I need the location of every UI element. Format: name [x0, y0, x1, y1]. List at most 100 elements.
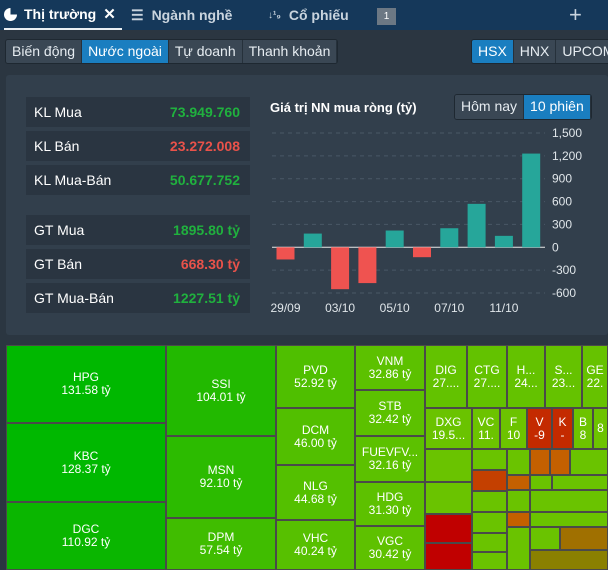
stat-row: KL Mua-Bán 50.677.752 [26, 165, 250, 195]
treemap-tile-small[interactable] [560, 527, 608, 550]
treemap-tile[interactable]: GE 22. [582, 345, 608, 408]
stat-label: GT Mua-Bán [34, 290, 114, 306]
view-tu-doanh[interactable]: Tự doanh [168, 40, 243, 63]
tile-symbol: STB [378, 399, 402, 413]
treemap-tile-small[interactable] [425, 514, 472, 543]
treemap-tile[interactable]: DXG 19.5... [425, 408, 472, 449]
treemap-tile[interactable]: VGC 30.42 tỷ [355, 526, 425, 570]
stat-label: KL Bán [34, 138, 80, 154]
stat-value: 23.272.008 [169, 138, 240, 154]
treemap-tile[interactable]: FUEVFV... 32.16 tỷ [355, 436, 425, 482]
treemap-tile[interactable]: S... 23... [545, 345, 582, 408]
treemap-tile-small[interactable] [530, 449, 550, 475]
treemap-tile-small[interactable] [530, 550, 608, 570]
treemap-tile-small[interactable] [530, 527, 560, 550]
exchange-hnx[interactable]: HNX [513, 40, 557, 63]
treemap-tile[interactable]: NLG 44.68 tỷ [276, 465, 355, 520]
treemap-tile[interactable]: SSI 104.01 tỷ [166, 345, 276, 436]
tile-symbol: VHC [302, 531, 329, 545]
tab-bar: Thị trường ✕ ☰ Ngành nghề ↓¹₉ Cổ phiếu 1… [0, 0, 608, 30]
stat-value: 50.677.752 [169, 172, 240, 188]
close-icon[interactable]: ✕ [103, 6, 116, 23]
tile-value: 131.58 tỷ [61, 383, 111, 397]
tile-symbol: SSI [211, 376, 231, 391]
x-tick-label: 11/10 [489, 301, 518, 315]
treemap-tile[interactable]: H... 24... [507, 345, 545, 408]
tile-symbol: DCM [301, 422, 330, 437]
treemap-tile[interactable]: HPG 131.58 tỷ [6, 345, 166, 423]
treemap-tile-small[interactable] [507, 512, 530, 527]
treemap-tile-small[interactable] [425, 449, 472, 482]
bar-10/10 [467, 203, 486, 248]
view-nuoc-ngoai[interactable]: Nước ngoài [82, 40, 169, 63]
treemap-tile-small[interactable] [507, 490, 530, 512]
treemap-tile[interactable]: DCM 46.00 tỷ [276, 408, 355, 465]
view-thanh-khoan[interactable]: Thanh khoản [242, 40, 338, 63]
treemap-tile-small[interactable] [425, 482, 472, 514]
treemap-tile[interactable]: F 10 [500, 408, 527, 449]
treemap-tile-small[interactable] [472, 533, 507, 552]
bar-07/10 [440, 228, 459, 248]
treemap-tile[interactable]: KBC 128.37 tỷ [6, 423, 166, 502]
treemap-tile-small[interactable] [507, 449, 530, 475]
treemap-tile[interactable]: VNM 32.86 tỷ [355, 345, 425, 390]
add-tab-icon[interactable]: + [569, 2, 582, 27]
treemap-tile-small[interactable] [550, 449, 570, 475]
treemap-tile[interactable]: PVD 52.92 tỷ [276, 345, 355, 408]
treemap-tile[interactable]: V -9 [527, 408, 552, 449]
tile-symbol: GE [586, 362, 604, 377]
tab-count-badge[interactable]: 1 [377, 8, 396, 25]
stat-value: 668.30 tỷ [180, 256, 240, 272]
y-tick-label: 0 [552, 240, 559, 254]
treemap-tile[interactable]: VHC 40.24 tỷ [276, 520, 355, 570]
treemap-tile-small[interactable] [472, 552, 507, 570]
period-switcher: Hôm nay 10 phiên [454, 94, 592, 120]
treemap-tile-small[interactable] [507, 475, 530, 490]
period-today[interactable]: Hôm nay [455, 95, 525, 119]
treemap-tile-small[interactable] [425, 543, 472, 570]
view-bien-dong[interactable]: Biến động [6, 40, 83, 63]
treemap-tile-small[interactable] [530, 490, 608, 512]
y-tick-label: -600 [552, 286, 576, 300]
tile-symbol: H... [516, 362, 536, 377]
exchange-upcom[interactable]: UPCOM [556, 40, 608, 63]
tab-nganh-nghe[interactable]: ☰ Ngành nghề [131, 0, 232, 30]
tab-thi-truong[interactable]: Thị trường ✕ [4, 0, 122, 30]
treemap-tile[interactable]: MSN 92.10 tỷ [166, 436, 276, 518]
treemap-tile[interactable]: DGC 110.92 tỷ [6, 502, 166, 570]
treemap-tile-small[interactable] [472, 491, 507, 512]
tab-label: Cổ phiếu [288, 7, 349, 23]
stat-label: GT Bán [34, 256, 82, 272]
treemap-tile-small[interactable] [530, 475, 552, 490]
tile-value: 8 [597, 421, 604, 435]
treemap-tile[interactable]: VC 11. [472, 408, 500, 449]
treemap-tile-small[interactable] [570, 449, 608, 475]
treemap-tile[interactable]: CTG 27.... [467, 345, 507, 408]
tile-value: 11. [478, 427, 494, 442]
treemap-tile-small[interactable] [472, 512, 507, 533]
treemap-tile-small[interactable] [472, 449, 507, 470]
tile-symbol: DXG [435, 414, 462, 429]
tile-value: 104.01 tỷ [196, 389, 246, 404]
tile-value: 57.54 tỷ [199, 543, 243, 557]
treemap-tile[interactable]: DPM 57.54 tỷ [166, 518, 276, 570]
treemap-tile-small[interactable] [472, 470, 507, 491]
tile-value: 27.... [432, 375, 460, 390]
stat-row: GT Mua 1895.80 tỷ [26, 215, 250, 245]
treemap-tile-small[interactable] [552, 475, 608, 490]
treemap-tile-small[interactable] [507, 527, 530, 570]
period-10-sessions[interactable]: 10 phiên [524, 95, 591, 119]
treemap-tile[interactable]: K- [552, 408, 573, 449]
treemap-tile[interactable]: STB 32.42 tỷ [355, 390, 425, 436]
treemap-tile[interactable]: HDG 31.30 tỷ [355, 482, 425, 526]
stat-value: 1895.80 tỷ [173, 222, 240, 238]
tile-symbol: FUEVFV... [361, 445, 419, 459]
tile-value: 110.92 tỷ [61, 535, 111, 549]
tile-symbol: MSN [207, 463, 235, 477]
treemap-tile[interactable]: DIG 27.... [425, 345, 467, 408]
exchange-hsx[interactable]: HSX [472, 40, 514, 63]
treemap-tile-small[interactable] [530, 512, 608, 527]
treemap-tile[interactable]: 8 [593, 408, 608, 449]
tab-co-phieu[interactable]: ↓¹₉ Cổ phiếu [268, 0, 349, 30]
